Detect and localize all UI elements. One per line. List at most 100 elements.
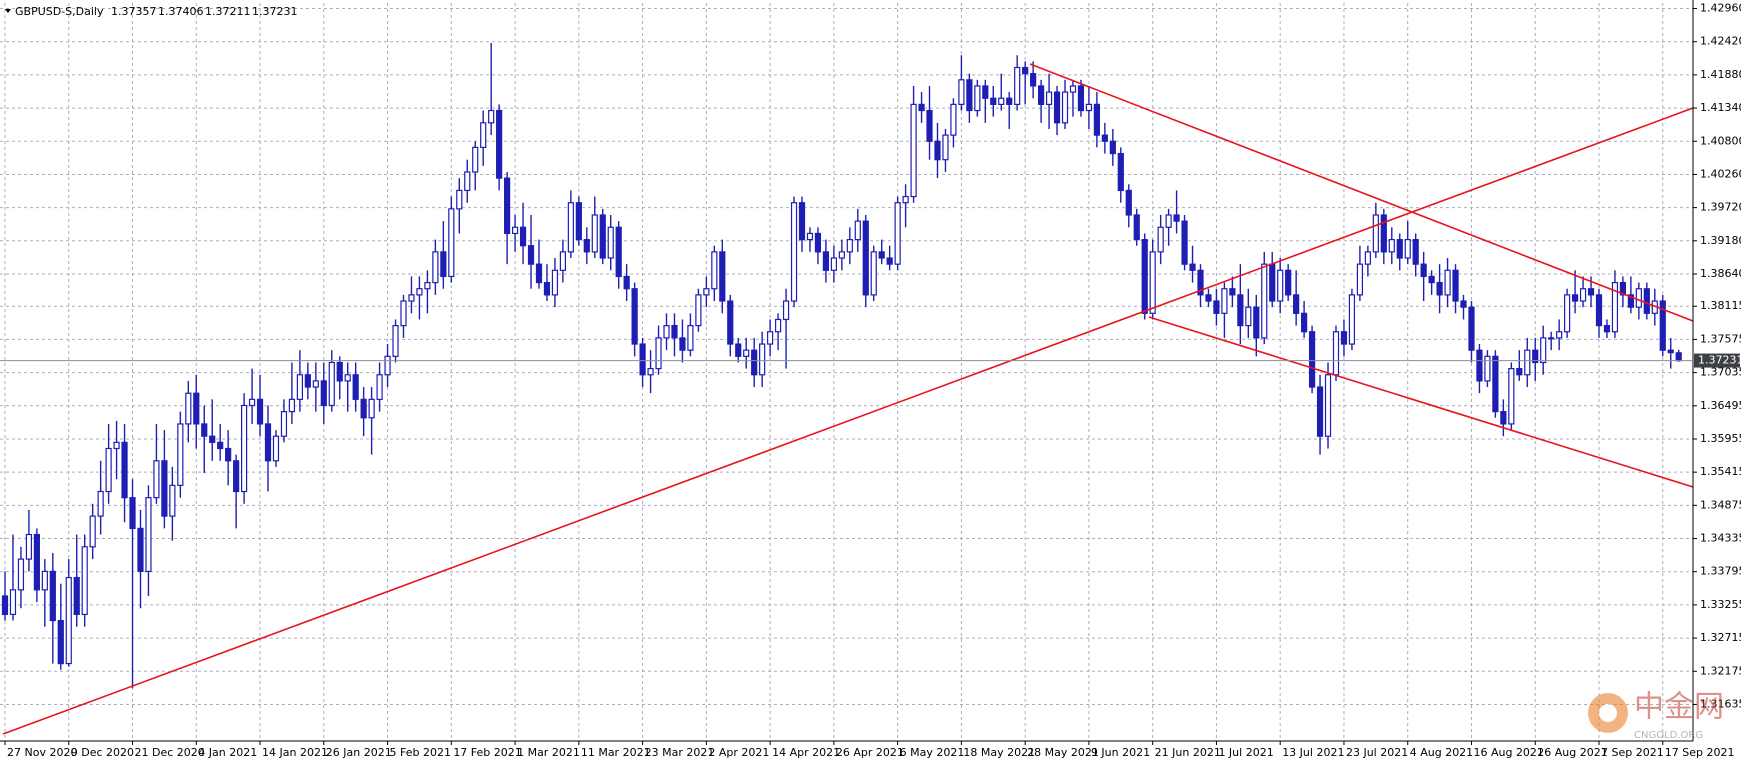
candle-body [448,208,455,278]
candle-body [145,497,152,573]
candle-body [416,288,423,296]
candle-body [368,398,375,419]
candle-body [137,527,144,573]
candle-body [782,300,790,321]
candle-body [838,251,845,259]
candle-body [1269,263,1276,302]
candle-body [1524,349,1531,376]
candle-body [408,294,415,302]
candle-body [639,343,646,376]
candle-body [1022,66,1029,75]
candle-body [440,251,447,278]
candle-body [1508,368,1515,425]
candle-body [336,361,343,382]
candle-body [934,140,941,161]
candle-body [862,220,869,296]
candle-body [185,392,192,425]
candle-body [1635,288,1642,308]
candle-body [1053,91,1061,124]
candle-body [1045,91,1053,105]
candle-body [846,238,853,253]
candle-body [376,374,383,400]
candle-body [695,294,702,327]
candle-body [767,331,774,345]
x-tick-label: 9 Dec 2020 [71,746,134,759]
candle-body [400,300,407,327]
candle-body [1117,152,1124,192]
x-tick-label: 26 Apr 2021 [836,746,904,759]
candle-body [352,374,359,400]
candle-body [177,423,184,486]
candle-body [1085,103,1093,112]
x-tick-label: 23 Mar 2021 [645,746,715,759]
candle-body [1627,294,1634,308]
candle-body [1444,269,1451,296]
candle-body [1173,214,1180,222]
candle-body [424,281,431,290]
candle-body [1316,386,1324,437]
candle-body [1213,300,1220,314]
candle-body [25,533,33,560]
candle-body [1372,214,1379,253]
candle-body [1301,312,1308,333]
candle-body [1285,269,1292,296]
candle-body [432,251,439,284]
candle-body [774,318,782,333]
candle-body [384,355,391,376]
trend-line [1148,316,1694,488]
x-tick-label: 18 May 2021 [963,746,1035,759]
y-tick-label: 1.32175 [1700,664,1741,677]
candle-body [655,337,662,370]
y-tick-label: 1.41340 [1700,101,1741,114]
x-tick-label: 26 Aug 2021 [1537,746,1607,759]
candle-body [1,595,9,616]
x-tick-label: 11 Mar 2021 [581,746,651,759]
candle-body [1245,306,1252,327]
candle-body [958,79,965,105]
candle-body [1109,140,1116,155]
x-tick-label: 23 Jul 2021 [1346,746,1408,759]
candle-body [1436,281,1443,296]
candle-body [1659,300,1666,351]
candle-body [1093,103,1100,136]
candle-body [575,202,582,241]
candle-body [504,177,511,235]
candle-body [129,497,136,529]
candle-body [1348,294,1356,345]
candle-body [1189,263,1196,271]
candle-body [854,220,861,241]
x-tick-label: 17 Feb 2021 [453,746,521,759]
candle-body [822,251,830,271]
candle-body [1356,263,1364,296]
candle-body [830,257,837,271]
candle-body [998,97,1005,105]
x-tick-label: 26 Jan 2021 [326,746,392,759]
candle-body [113,441,120,450]
candle-body [1181,220,1188,265]
candle-body [703,288,710,296]
candle-body [1611,281,1619,333]
x-tick-label: 6 May 2021 [900,746,965,759]
candle-body [480,122,487,149]
candle-body [679,337,686,351]
candle-body [527,245,535,265]
y-tick-label: 1.32715 [1700,631,1741,644]
candle-body [966,79,973,112]
x-tick-label: 5 Feb 2021 [390,746,451,759]
header-high: 1.37406 [158,5,204,18]
candle-body [599,214,606,259]
x-tick-label: 21 Dec 2020 [135,746,205,759]
x-tick-label: 17 Sep 2021 [1665,746,1735,759]
candle-body [296,374,303,400]
candle-body [1165,214,1172,228]
candle-body [1340,331,1348,345]
candle-body [1308,331,1316,388]
candle-body [687,325,694,351]
candle-body [918,103,925,112]
candle-body [1293,294,1300,314]
candle-body [288,398,296,413]
candle-body [1061,91,1069,124]
candle-body [225,447,232,462]
candle-body [1548,337,1555,340]
candle-body [623,275,630,290]
